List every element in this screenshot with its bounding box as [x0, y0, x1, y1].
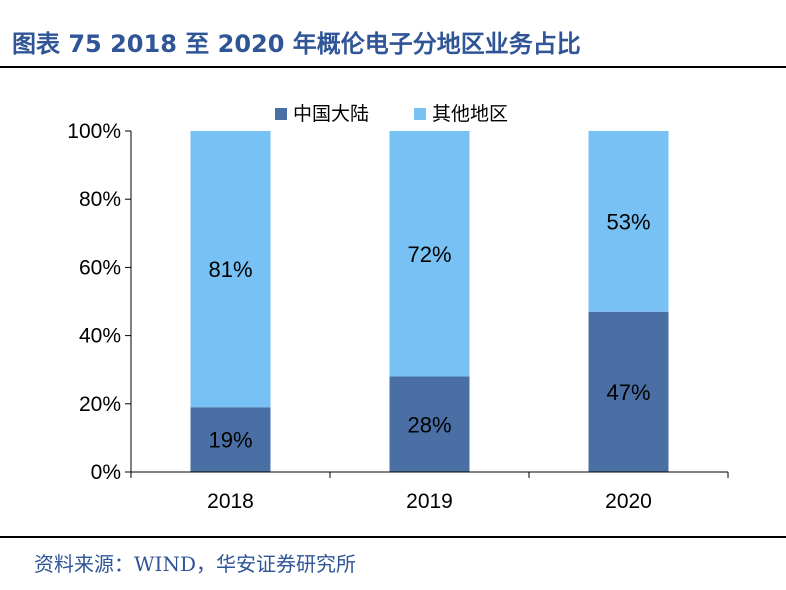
data-label-2018-series-1: 81% [208, 257, 252, 282]
legend-label-0: 中国大陆 [293, 103, 369, 125]
y-tick-label: 60% [79, 256, 121, 279]
legend-label-1: 其他地区 [432, 103, 508, 125]
legend-swatch-1 [414, 108, 426, 120]
title-divider [0, 66, 786, 68]
bars: 19% 81% 28% 72% 47% 53% [190, 131, 669, 472]
bar-2020-series-0 [588, 311, 669, 472]
x-tick-label: 2019 [406, 490, 453, 513]
bar-2019-series-1 [389, 131, 470, 377]
legend: 中国大陆 其他地区 [275, 103, 508, 125]
y-tick-label: 0% [91, 461, 121, 484]
chart-title: 图表 75 2018 至 2020 年概伦电子分地区业务占比 [12, 30, 581, 58]
y-tick-label: 80% [79, 188, 121, 211]
bar-2019-series-0 [389, 376, 470, 472]
x-tick-label: 2020 [605, 490, 652, 513]
axes: 0% 20% 40% 60% 80% 100% 2018 2019 2020 [67, 120, 729, 513]
legend-swatch-0 [275, 108, 287, 120]
bar-2018-series-0 [190, 407, 271, 472]
data-label-2018-series-0: 19% [208, 428, 252, 453]
y-tick-label: 40% [79, 325, 121, 348]
x-tick-label: 2018 [207, 490, 254, 513]
bar-2018-series-1 [190, 131, 271, 408]
source-note: 资料来源：WIND，华安证券研究所 [34, 552, 356, 576]
y-tick-label: 20% [79, 393, 121, 416]
data-label-2020-series-1: 53% [606, 209, 650, 234]
y-tick-label: 100% [67, 120, 121, 143]
footer-divider [0, 536, 786, 538]
data-label-2019-series-0: 28% [407, 412, 451, 437]
data-label-2020-series-0: 47% [606, 380, 650, 405]
data-label-2019-series-1: 72% [407, 242, 451, 267]
bar-2020-series-1 [588, 131, 669, 312]
